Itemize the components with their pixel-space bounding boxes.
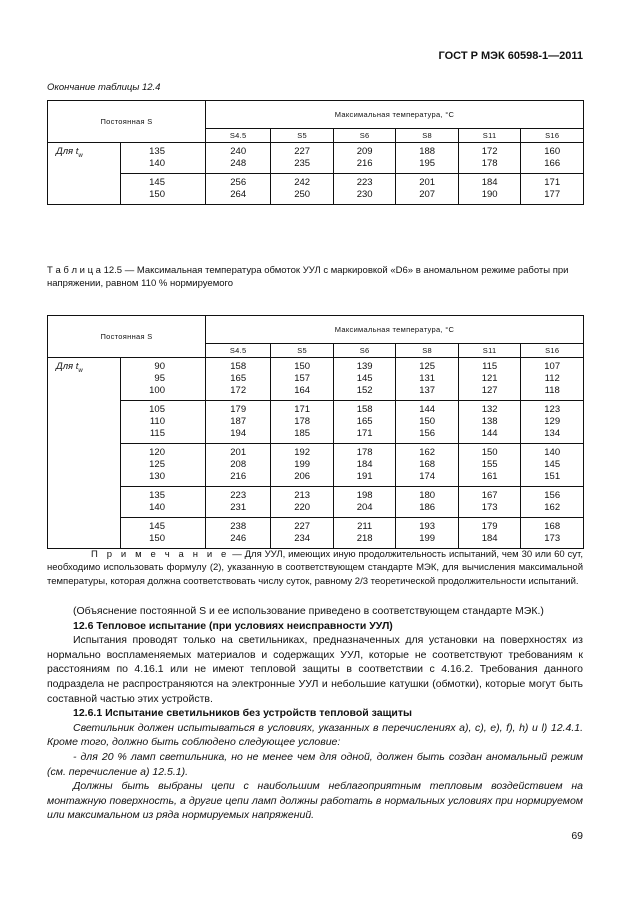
temperature-cell: 160 166 — [520, 142, 584, 174]
temperature-cell: 178 184 191 — [332, 443, 397, 487]
page-number: 69 — [571, 830, 583, 842]
column-header: S16 — [520, 128, 584, 143]
column-group-header: Максимальная температура, °С — [205, 315, 584, 344]
paragraph: Светильник должен испытываться в условия… — [47, 721, 584, 749]
row-label-text: Для t — [56, 146, 79, 157]
column-header: S6 — [332, 343, 397, 358]
temperature-cell: 123 129 134 — [520, 400, 584, 444]
section-heading-12-6-1: 12.6.1 Испытание светильников без устрой… — [73, 707, 412, 720]
paragraph: Должны быть выбраны цепи с наибольшим не… — [47, 780, 583, 822]
table-row-group: Для tw 90 95 100 158 165 172 150 157 164 139… — [47, 357, 584, 549]
column-header: S4.5 — [204, 128, 272, 143]
temperature-cell: 139 145 152 — [332, 357, 397, 401]
temperature-cell: 125 131 137 — [395, 357, 459, 401]
row-label-subscript: w — [78, 152, 83, 159]
temperature-cell: 227 235 — [270, 142, 334, 174]
temperature-cell: 184 190 — [457, 173, 522, 205]
temperature-cell: 150 157 164 — [270, 357, 334, 401]
note-label: П р и м е ч а н и е — [91, 549, 230, 560]
temperature-cell: 179 184 — [457, 517, 522, 549]
temperature-cell: 156 162 — [520, 486, 584, 518]
tw-values: 145 150 — [120, 517, 206, 549]
temperature-cell: 140 145 151 — [520, 443, 584, 487]
table-note: П р и м е ч а н и е — Для УУЛ, имеющих и… — [47, 548, 583, 588]
temperature-cell: 132 138 144 — [457, 400, 522, 444]
temperature-cell: 238 246 — [204, 517, 272, 549]
temperature-cell: 162 168 174 — [395, 443, 459, 487]
temperature-cell: 223 230 — [332, 173, 397, 205]
temperature-cell: 256 264 — [204, 173, 272, 205]
table-12-5: Постоянная S Максимальная температура, °С… — [47, 315, 584, 549]
temperature-cell: 167 173 — [457, 486, 522, 518]
temperature-cell: 158 165 172 — [204, 357, 272, 401]
temperature-cell: 107 112 118 — [520, 357, 584, 401]
temperature-cell: 180 186 — [395, 486, 459, 518]
column-header: S16 — [520, 343, 584, 358]
temperature-cell: 115 121 127 — [457, 357, 522, 401]
section-heading-12-6: 12.6 Тепловое испытание (при условиях не… — [73, 619, 393, 632]
table-row-group: 105 110 115 179 187 194 171 178 185 158 165… — [48, 400, 584, 444]
table-row-group: 135 140 223 231 213 220 198 204 180 186 167 1… — [48, 486, 584, 518]
temperature-cell: 168 173 — [520, 517, 584, 549]
column-header: S4.5 — [204, 343, 272, 358]
tw-values: 135 140 — [120, 486, 206, 518]
temperature-cell: 158 165 171 — [332, 400, 397, 444]
table-row-group: 120 125 130 201 208 216 192 199 206 178 184… — [48, 443, 584, 487]
temperature-cell: 242 250 — [270, 173, 334, 205]
temperature-cell: 227 234 — [270, 517, 334, 549]
temperature-cell: 150 155 161 — [457, 443, 522, 487]
temperature-cell: 240 248 — [204, 142, 272, 174]
temperature-cell: 201 207 — [395, 173, 459, 205]
tw-values: 105 110 115 — [120, 400, 206, 444]
temperature-cell: 192 199 206 — [270, 443, 334, 487]
table1-caption: Окончание таблицы 12.4 — [47, 82, 161, 93]
paragraph: Испытания проводят только на светильника… — [47, 634, 583, 705]
column-header: S8 — [395, 128, 459, 143]
row-label-text: Для t — [56, 361, 79, 372]
tw-values: 90 95 100 — [120, 357, 206, 401]
note-text: — Для УУЛ, имеющих иную продолжительност… — [47, 549, 583, 587]
document-header: ГОСТ Р МЭК 60598-1—2011 — [438, 50, 583, 62]
row-label: Для tw — [47, 142, 121, 205]
column-group-header: Максимальная температура, °С — [205, 100, 584, 129]
column-header: S5 — [270, 128, 334, 143]
tw-values: 145 150 — [120, 173, 206, 205]
row-header: Постоянная S — [47, 100, 206, 143]
row-label-subscript: w — [78, 367, 83, 374]
temperature-cell: 179 187 194 — [204, 400, 272, 444]
temperature-cell: 213 220 — [270, 486, 334, 518]
column-header: S11 — [457, 128, 522, 143]
temperature-cell: 223 231 — [204, 486, 272, 518]
row-header: Постоянная S — [47, 315, 206, 358]
temperature-cell: 172 178 — [457, 142, 522, 174]
row-label: Для tw — [47, 357, 121, 549]
temperature-cell: 188 195 — [395, 142, 459, 174]
temperature-cell: 171 178 185 — [270, 400, 334, 444]
temperature-cell: 211 218 — [332, 517, 397, 549]
table-12-4: Постоянная S Максимальная температура, °С… — [47, 100, 584, 205]
paragraph: (Объяснение постоянной S и ее использова… — [73, 605, 544, 617]
column-header: S6 — [332, 128, 397, 143]
temperature-cell: 198 204 — [332, 486, 397, 518]
table2-caption: Т а б л и ц а 12.5 — Максимальная темпер… — [47, 265, 569, 289]
temperature-cell: 201 208 216 — [204, 443, 272, 487]
temperature-cell: 144 150 156 — [395, 400, 459, 444]
temperature-cell: 171 177 — [520, 173, 584, 205]
temperature-cell: 209 216 — [332, 142, 397, 174]
temperature-cell: 193 199 — [395, 517, 459, 549]
table-row-group: Для tw 135 140 240 248 227 235 209 216 188 19… — [47, 142, 584, 205]
body-text: (Объяснение постоянной S и ее использова… — [47, 604, 583, 823]
table-row-group: 145 150 256 264 242 250 223 230 201 207 184 1… — [48, 173, 584, 205]
column-header: S8 — [395, 343, 459, 358]
tw-values: 135 140 — [120, 142, 206, 174]
tw-values: 120 125 130 — [120, 443, 206, 487]
paragraph: - для 20 % ламп светильника, но не менее… — [47, 750, 583, 778]
column-header: S11 — [457, 343, 522, 358]
column-header: S5 — [270, 343, 334, 358]
table-row-group: 145 150 238 246 227 234 211 218 193 199 179 1… — [48, 517, 584, 549]
